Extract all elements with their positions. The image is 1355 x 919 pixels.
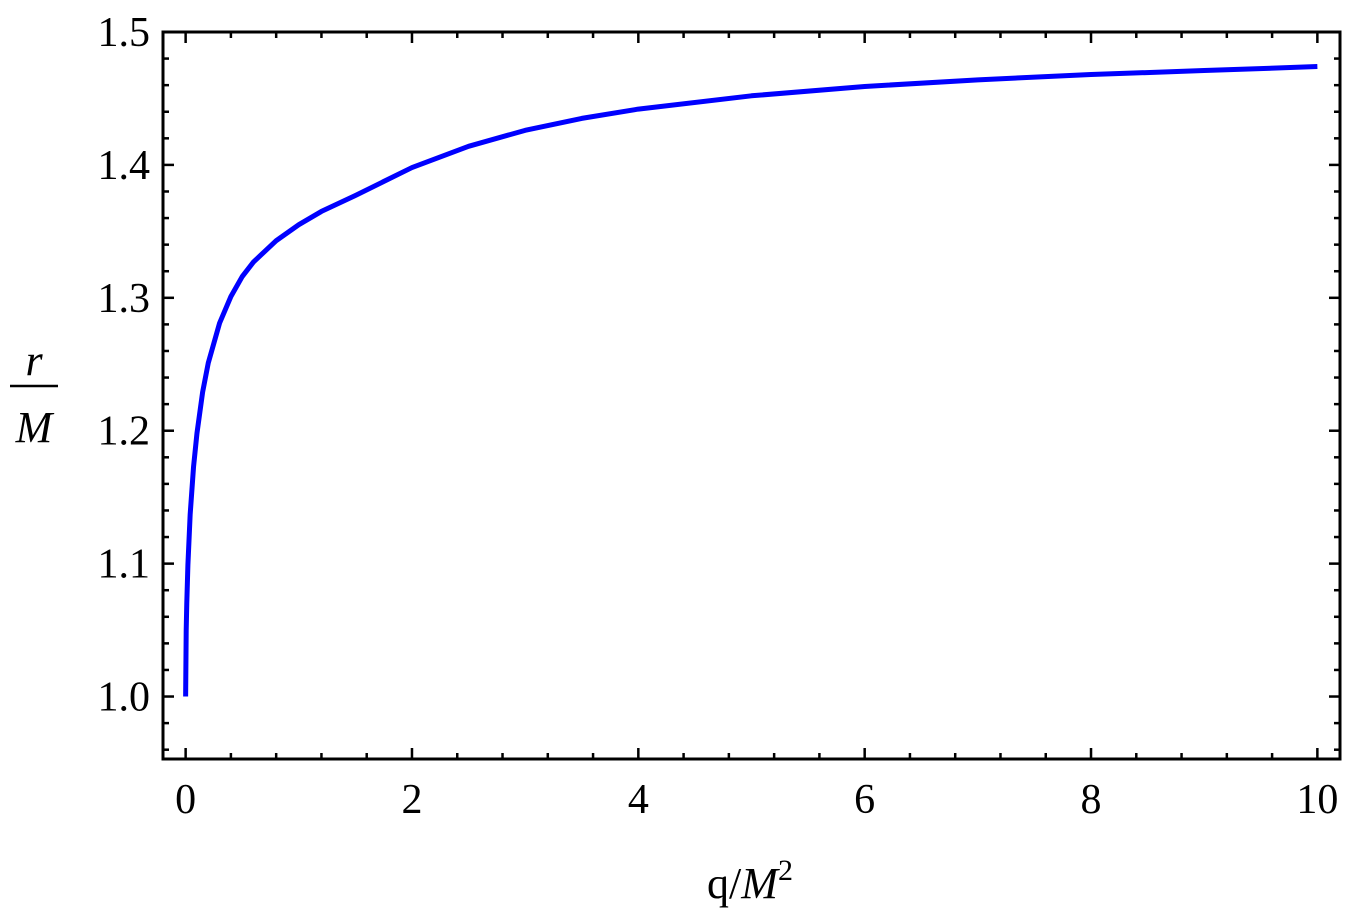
x-tick-label: 6 xyxy=(854,777,875,823)
x-tick-label: 2 xyxy=(401,777,422,823)
y-axis-label: r M xyxy=(10,336,58,452)
y-tick-label: 1.4 xyxy=(98,143,151,189)
y-tick-label: 1.3 xyxy=(98,276,151,322)
series-group xyxy=(183,64,1318,697)
x-axis-label: q/M2 xyxy=(707,854,793,908)
x-tick-label: 10 xyxy=(1296,777,1338,823)
y-tick-labels: 1.0 1.1 1.2 1.3 1.4 1.5 xyxy=(98,10,151,721)
x-tick-labels: 0 2 4 6 8 10 xyxy=(175,777,1338,823)
y-tick-label: 1.0 xyxy=(98,675,151,721)
y-tick-label: 1.2 xyxy=(98,409,151,455)
x-tick-label: 4 xyxy=(628,777,649,823)
y-tick-label: 1.1 xyxy=(98,542,151,588)
tick-marks xyxy=(163,30,1340,759)
y-axis-label-denominator: M xyxy=(15,403,55,452)
y-axis-label-numerator: r xyxy=(25,336,43,385)
series-line-0 xyxy=(183,64,1318,697)
x-tick-label: 8 xyxy=(1081,777,1102,823)
y-tick-label: 1.5 xyxy=(98,10,151,56)
x-tick-label: 0 xyxy=(175,777,196,823)
plot-frame xyxy=(161,30,1342,761)
